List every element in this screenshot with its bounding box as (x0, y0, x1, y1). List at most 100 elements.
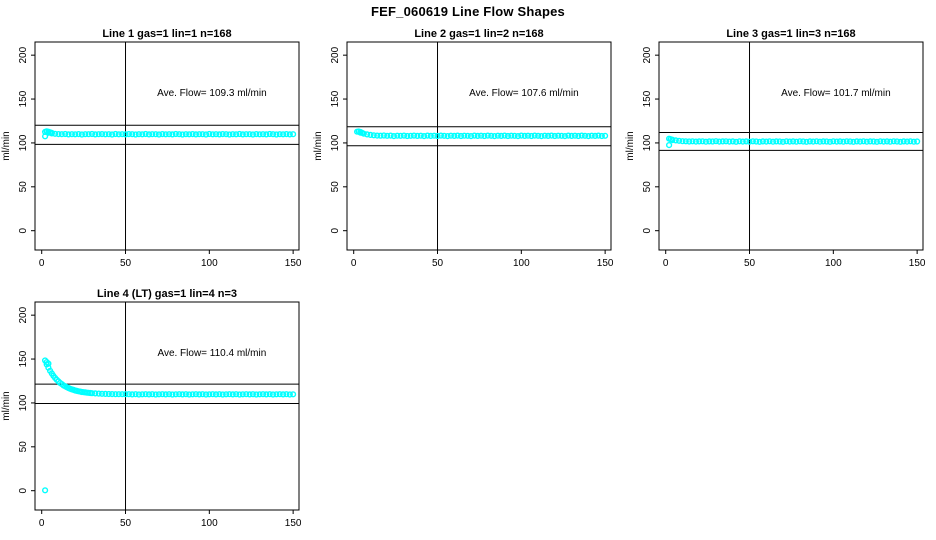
data-point (189, 130, 196, 138)
data-point (236, 391, 243, 398)
data-point (494, 132, 502, 139)
data-point (471, 132, 478, 139)
data-point (384, 132, 391, 139)
data-point (873, 138, 881, 145)
data-point (273, 131, 280, 138)
data-point (692, 138, 700, 145)
data-point (236, 130, 243, 138)
plot-box (658, 41, 924, 251)
y-tick-label: 0 (330, 227, 341, 233)
data-point (92, 131, 99, 138)
data-point (276, 131, 283, 138)
data-point (266, 391, 273, 398)
data-point (377, 132, 384, 139)
x-tick-label: 100 (201, 258, 218, 269)
data-point (125, 130, 132, 138)
data-point (283, 391, 290, 398)
data-point (880, 138, 887, 145)
y-tick-label: 200 (642, 46, 653, 63)
data-point (72, 131, 79, 138)
data-point (182, 131, 190, 138)
data-point (48, 129, 55, 137)
data-point (491, 132, 498, 140)
data-point (883, 138, 891, 145)
data-point (498, 132, 505, 140)
x-tick-label: 50 (432, 258, 444, 269)
data-point (870, 138, 877, 145)
data-point (682, 138, 689, 145)
data-point (444, 132, 451, 140)
data-point (800, 138, 807, 145)
data-point (793, 138, 800, 145)
y-tick-label: 200 (330, 46, 341, 63)
panel-line-2: Line 2 gas=1 lin=2 n=168 0 50 100 150 0 50 100 1… (312, 26, 624, 278)
data-point (826, 138, 834, 145)
data-point (206, 391, 213, 398)
data-point (263, 391, 270, 398)
y-tick-label: 0 (18, 487, 29, 493)
data-point (686, 138, 693, 145)
data-point (142, 391, 149, 398)
data-point (358, 129, 366, 136)
data-point (243, 131, 250, 138)
data-point (813, 138, 820, 145)
data-point (437, 132, 444, 139)
data-point (420, 132, 428, 140)
data-point (575, 132, 582, 140)
data-point (716, 138, 723, 145)
data-point (229, 131, 236, 138)
data-point (135, 131, 143, 138)
data-point (179, 131, 186, 138)
data-point (709, 138, 716, 145)
data-point (397, 132, 404, 139)
data-point (169, 391, 176, 398)
data-point (390, 132, 398, 140)
data-point (88, 130, 96, 138)
data-point (68, 131, 76, 138)
data-point (897, 138, 904, 145)
data-point (290, 391, 297, 398)
data-point (92, 390, 99, 397)
data-point (269, 391, 277, 398)
data-point (102, 390, 109, 398)
data-point (172, 130, 179, 138)
data-point (424, 132, 431, 139)
x-tick-label: 0 (39, 518, 45, 529)
x-tick-label: 150 (597, 258, 614, 269)
data-point (541, 132, 548, 139)
y-tick-label: 100 (18, 134, 29, 151)
data-point (592, 132, 599, 140)
data-point (833, 138, 840, 145)
data-point (893, 138, 901, 145)
chart-svg: Line 4 (LT) gas=1 lin=4 n=3 0 50 100 150 0 50 1… (1, 288, 302, 529)
ave-flow-annotation: Ave. Flow= 109.3 ml/min (157, 88, 267, 99)
data-point (467, 132, 475, 140)
x-tick-label: 150 (285, 258, 302, 269)
data-point (125, 391, 132, 398)
data-point (836, 138, 844, 145)
data-point (565, 132, 572, 139)
data-point (290, 131, 297, 138)
data-point (75, 130, 82, 138)
data-point (427, 132, 434, 140)
data-point (696, 138, 703, 145)
data-point (521, 132, 528, 140)
data-point (555, 132, 562, 139)
data-point (176, 131, 183, 138)
panel-line-1: Line 1 gas=1 lin=1 n=168 0 50 100 150 0 50 100 1… (0, 26, 312, 278)
data-point (82, 131, 89, 138)
data-point (179, 391, 186, 398)
data-point (269, 131, 277, 138)
data-point (122, 391, 129, 398)
data-point (890, 138, 897, 145)
data-point (112, 391, 119, 398)
data-point (78, 131, 86, 138)
data-point (223, 391, 230, 398)
data-point (457, 132, 465, 140)
data-point (689, 138, 696, 145)
y-tick-label: 150 (18, 350, 29, 367)
data-point (212, 391, 220, 398)
data-point (374, 132, 381, 139)
panel-line-3: Line 3 gas=1 lin=3 n=168 0 50 100 150 0 50 100 1… (624, 26, 936, 278)
data-point (669, 136, 676, 144)
